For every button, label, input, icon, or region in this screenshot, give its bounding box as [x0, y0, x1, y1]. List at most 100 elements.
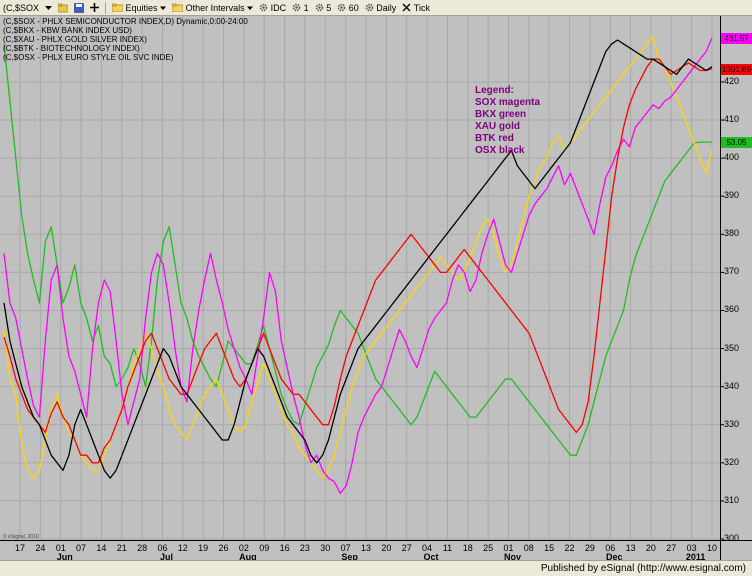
x-month-label: Nov — [503, 552, 521, 562]
series-header-bkx: (C,$BKX - KBW BANK INDEX USD) — [3, 26, 132, 35]
folder-icon — [112, 3, 124, 12]
x-tick-label: 15 — [544, 543, 555, 553]
y-tick-label: 310 — [724, 494, 740, 505]
legend-item-xau: XAU gold — [475, 121, 520, 132]
x-tick-label: 19 — [198, 543, 209, 553]
interval-5-button[interactable]: 5 — [312, 1, 335, 15]
x-tick-label: 01 — [503, 543, 514, 553]
y-tick-label: 320 — [724, 456, 740, 467]
gear-icon — [315, 3, 323, 12]
series-line-osx — [3, 39, 713, 479]
y-tick-label: 390 — [724, 190, 740, 201]
x-tick-label: 07 — [340, 543, 351, 553]
interval-60-button[interactable]: 60 — [334, 1, 362, 15]
legend-item-bkx: BKX green — [475, 109, 527, 120]
equities-menu[interactable]: Equities — [109, 1, 169, 15]
x-tick-label: 13 — [360, 543, 372, 553]
chart-plot-area[interactable]: (C,$SOX - PHLX SEMICONDUCTOR INDEX,D) Dy… — [0, 16, 720, 540]
symbol-text: (C,$SOX — [3, 2, 40, 13]
series-line-bkx — [3, 43, 712, 456]
other-intervals-label: Other Intervals — [185, 2, 245, 13]
legend-title: Legend: — [475, 85, 514, 96]
x-month-label: Jul — [159, 552, 173, 562]
toolbar-divider — [105, 1, 107, 14]
y-tick-label: 300 — [724, 533, 740, 543]
x-tick-label: 10 — [706, 543, 718, 553]
equities-label: Equities — [125, 2, 158, 13]
x-tick-label: 14 — [96, 543, 107, 553]
chevron-down-icon — [160, 6, 167, 10]
chevron-down-icon — [45, 6, 53, 10]
x-month-label: Dec — [605, 552, 623, 562]
x-tick-label: 25 — [483, 543, 494, 553]
last-value-btk: 1301.69 — [721, 63, 752, 75]
x-tick-label: 06 — [157, 543, 168, 553]
x-tick-label: 22 — [564, 543, 575, 553]
tick-button[interactable]: Tick — [399, 1, 433, 15]
x-tick-label: 06 — [605, 543, 616, 553]
x-tick-label: 08 — [523, 543, 534, 553]
daily-button[interactable]: Daily — [362, 1, 400, 15]
x-tick-label: 13 — [625, 543, 636, 553]
x-tick-label: 11 — [442, 543, 453, 553]
x-tick-label: 20 — [381, 543, 392, 553]
y-tick-label: 360 — [724, 304, 740, 315]
series-line-sox — [3, 37, 713, 494]
legend-item-sox: SOX magenta — [475, 97, 541, 108]
x-tick-label: 04 — [422, 543, 433, 553]
daily-label: Daily — [376, 2, 397, 13]
last-value-bkx: 53.05 — [721, 137, 752, 149]
x-tick-label: 23 — [299, 543, 310, 553]
x-tick-label: 01 — [55, 543, 66, 553]
x-tick-label: 27 — [666, 543, 677, 553]
idc-label: IDC — [270, 2, 287, 13]
x-axis[interactable]: 17 24 01 Jun 07 14 21 28 06 Jul 12 19 26 02 Aug 09 16 23 3… — [0, 540, 720, 562]
last-value-sox: 431.57 — [721, 32, 752, 44]
chevron-down-icon — [247, 6, 254, 10]
x-tick-label: 09 — [259, 543, 270, 553]
symbol-field[interactable]: (C,$SOX — [0, 1, 42, 15]
series-line-xau — [3, 35, 713, 479]
interval-1-button[interactable]: 1 — [289, 1, 312, 15]
interval-1-label: 1 — [303, 2, 309, 13]
gear-icon — [292, 3, 301, 12]
x-month-label: Oct — [423, 552, 439, 562]
x-tick-label: 29 — [584, 543, 595, 553]
x-tick-label: 26 — [218, 543, 229, 553]
chart-svg — [0, 16, 720, 540]
folder-icon — [172, 3, 184, 12]
x-month-label: Sep — [341, 552, 358, 562]
y-axis[interactable]: 300 310 320 330 340 350 360 370 380 390 400 410 420 4… — [720, 16, 752, 543]
x-tick-label: 16 — [279, 543, 290, 553]
save-button[interactable] — [71, 1, 87, 15]
other-intervals-menu[interactable]: Other Intervals — [169, 1, 256, 15]
gear-icon — [365, 3, 374, 12]
idc-button[interactable]: IDC — [256, 1, 289, 15]
interval-60-label: 60 — [348, 2, 359, 13]
close-icon — [402, 3, 411, 12]
series-line-btk — [3, 58, 713, 464]
x-tick-label: 27 — [401, 543, 412, 553]
x-tick-label: 24 — [35, 543, 46, 553]
y-tick-label: 410 — [724, 114, 740, 125]
interval-5-label: 5 — [326, 2, 332, 13]
y-tick-label: 380 — [724, 228, 740, 239]
series-header-sox: (C,$SOX - PHLX SEMICONDUCTOR INDEX,D) Dy… — [3, 17, 248, 26]
legend-item-osx: OSX black — [475, 145, 525, 156]
status-bar: Published by eSignal (http://www.esignal… — [0, 560, 752, 576]
y-tick-label: 420 — [724, 75, 740, 86]
axis-corner — [720, 540, 752, 560]
save-icon — [74, 2, 84, 13]
x-tick-label: 07 — [76, 543, 87, 553]
dropdown-arrow[interactable] — [42, 1, 55, 15]
x-tick-label: 02 — [238, 543, 249, 553]
add-symbol-button[interactable] — [87, 1, 102, 15]
x-month-label: Jun — [56, 552, 73, 562]
y-axis-ticks — [721, 81, 724, 540]
x-tick-label: 30 — [320, 543, 331, 553]
series-header-btk: (C,$BTK - BIOTECHNOLOGY INDEX) — [3, 44, 140, 53]
open-button[interactable] — [55, 1, 71, 15]
tick-label: Tick — [413, 2, 430, 13]
toolbar: (C,$SOX Equities Other Intervals IDC 1 5… — [0, 0, 752, 16]
x-tick-label: 20 — [645, 543, 656, 553]
